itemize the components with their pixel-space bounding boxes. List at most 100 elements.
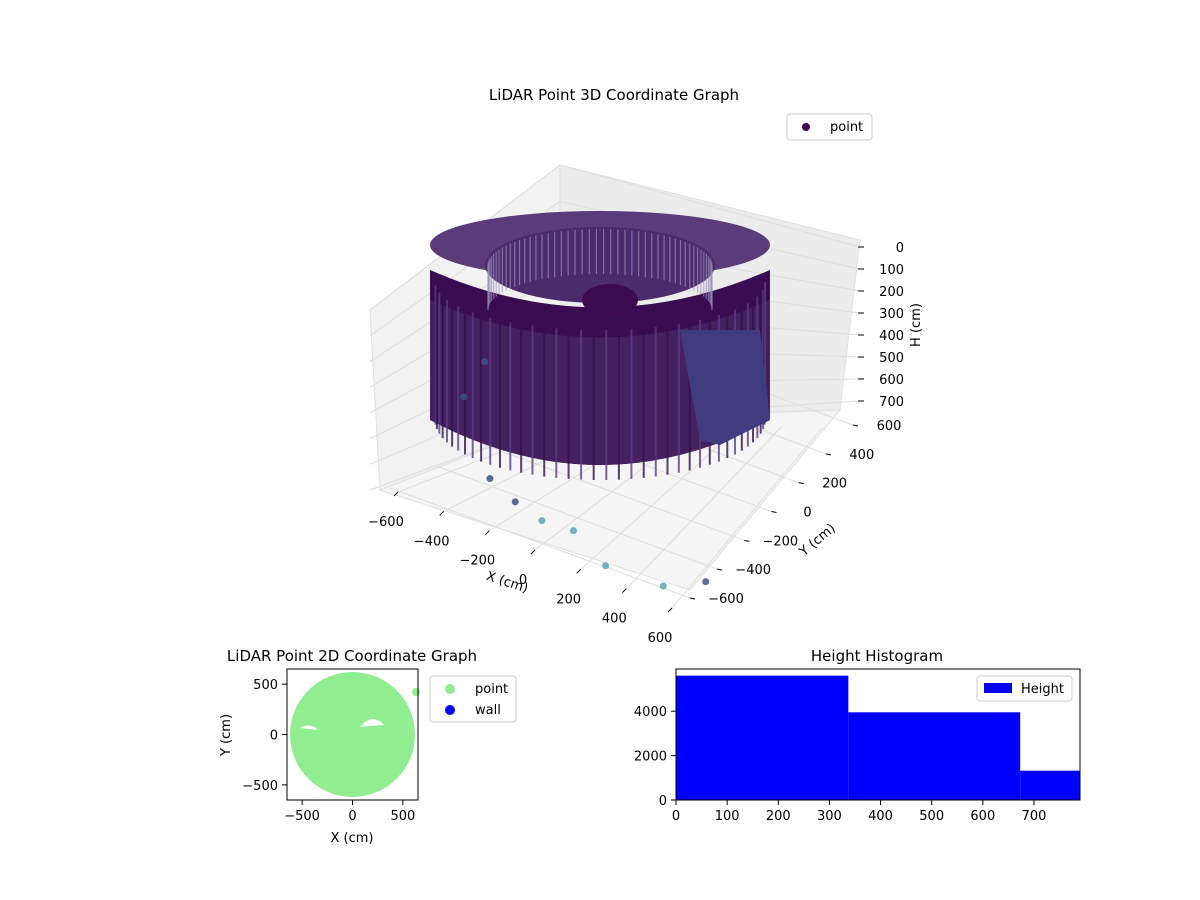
outlier-point [486, 475, 494, 483]
x-tick-mark-3d [484, 530, 490, 536]
x-tick-label-2d: −500 [284, 809, 320, 824]
z-tick-label-3d: 600 [879, 373, 904, 388]
legend-label-height: Height [1021, 682, 1064, 697]
legend-3d: point [786, 113, 873, 141]
legend-marker-wall-2d [445, 705, 455, 715]
legend-box-hist [976, 675, 1073, 702]
y-tick-mark-3d [771, 511, 777, 513]
cylinder-rim [430, 270, 770, 338]
x-tick-label-hist: 500 [919, 809, 944, 824]
y-axis-label-2d: Y (cm) [219, 714, 234, 757]
ticks-hist: 0 100 200 300 400 500 600 700 0 2000 4000 [634, 705, 1046, 824]
x-tick-mark-3d [621, 588, 627, 594]
x-ticks-3d: −600 −400 −200 0 200 400 600 [368, 491, 673, 646]
legend-label-point-2d: point [475, 682, 508, 697]
histogram-bar [1020, 770, 1080, 800]
z-tick-label-3d: 500 [879, 351, 904, 366]
legend-hist: Height [976, 675, 1073, 702]
y-tick-label-3d: −200 [762, 534, 798, 549]
y-tick-label-3d: −400 [735, 563, 771, 578]
x-tick-mark-3d [576, 568, 582, 574]
y-tick-label-hist: 4000 [634, 705, 667, 720]
outlier-point [569, 527, 577, 535]
z-tick-label-3d: 300 [879, 307, 904, 322]
chart-2d-title: LiDAR Point 2D Coordinate Graph [227, 647, 477, 665]
z-axis-label-3d: H (cm) [909, 303, 924, 347]
legend-marker-point-2d [445, 684, 455, 694]
legend-marker-point [802, 123, 810, 131]
x-tick-label-hist: 600 [970, 809, 995, 824]
outlier-point [511, 498, 519, 506]
histogram-bar [676, 675, 849, 800]
z-tick-label-3d: 200 [879, 285, 904, 300]
point-disc-2d [290, 672, 420, 797]
z-ticks-3d: 0 100 200 300 400 500 600 700 [858, 241, 904, 410]
grid-line-x [625, 426, 782, 590]
axes-frame-hist [675, 668, 1081, 801]
x-tick-mark-3d [667, 607, 673, 613]
z-tick-label-3d: 100 [879, 263, 904, 278]
y-axis-label-3d: Y (cm) [796, 521, 839, 560]
grid-line-y [389, 487, 691, 599]
y-tick-mark-3d [798, 482, 804, 485]
y-tick-label-2d: 0 [270, 729, 278, 744]
x-tick-label-hist: 0 [672, 809, 680, 824]
x-tick-label-hist: 400 [868, 809, 893, 824]
x-tick-label-hist: 200 [766, 809, 791, 824]
y-tick-mark-3d [717, 568, 723, 571]
x-axis-label-2d: X (cm) [331, 831, 374, 846]
legend-box [786, 113, 873, 141]
x-tick-label-hist: 700 [1022, 809, 1047, 824]
y-tick-label-hist: 0 [659, 794, 667, 809]
y-tick-label-3d: 200 [822, 477, 847, 492]
outlier-points [460, 358, 710, 590]
histogram-title: Height Histogram [811, 647, 943, 665]
legend-label-point: point [830, 120, 863, 135]
z-tick-label-3d: 700 [879, 395, 904, 410]
y-tick-mark-3d [689, 597, 696, 600]
z-tick-label-3d: 0 [896, 241, 904, 256]
y-tick-label-hist: 2000 [634, 750, 667, 765]
y-tick-mark-3d [744, 539, 750, 542]
z-tick-label-3d: 400 [879, 329, 904, 344]
x-tick-label-3d: −600 [368, 515, 404, 530]
x-tick-label-2d: 0 [348, 809, 356, 824]
point-cloud [430, 211, 770, 590]
disc-gap [360, 718, 384, 727]
chart-2d: LiDAR Point 2D Coordinate Graph −500 0 500… [219, 647, 517, 846]
histogram-bars [676, 675, 1080, 800]
x-tick-label-3d: −200 [459, 554, 495, 569]
y-tick-mark-3d [852, 424, 859, 427]
point-disc [290, 672, 415, 797]
x-tick-mark-3d [439, 510, 445, 516]
x-tick-label-3d: −400 [414, 534, 450, 549]
grid-line-x [580, 425, 742, 570]
outlier-point [702, 578, 710, 586]
x-tick-label-3d: 0 [519, 573, 527, 588]
x-tick-label-hist: 100 [715, 809, 740, 824]
x-tick-label-2d: 500 [390, 809, 415, 824]
grid-line-y [435, 465, 718, 570]
histogram-bar [848, 712, 1021, 800]
x-tick-mark-3d [393, 491, 399, 497]
y-tick-label-2d: 500 [253, 678, 278, 693]
y-tick-label-2d: −500 [242, 779, 278, 794]
grid-line-z [559, 164, 861, 248]
x-tick-label-3d: 600 [648, 631, 673, 646]
ticks-2d: −500 0 500 500 0 −500 [242, 678, 415, 824]
y-tick-label-3d: 400 [849, 448, 874, 463]
interior-blob [582, 284, 638, 316]
grid-line-x [671, 427, 823, 609]
legend-marker-height [984, 683, 1012, 693]
cylinder-extension [680, 330, 770, 445]
outlier-point [481, 358, 489, 366]
y-tick-label-3d: 600 [877, 419, 902, 434]
x-tick-label-hist: 300 [817, 809, 842, 824]
edge-point [412, 688, 420, 696]
x-tick-label-3d: 400 [602, 612, 627, 627]
outlier-point [538, 517, 546, 525]
y-tick-label-3d: 0 [803, 506, 811, 521]
x-tick-mark-3d [530, 549, 536, 555]
